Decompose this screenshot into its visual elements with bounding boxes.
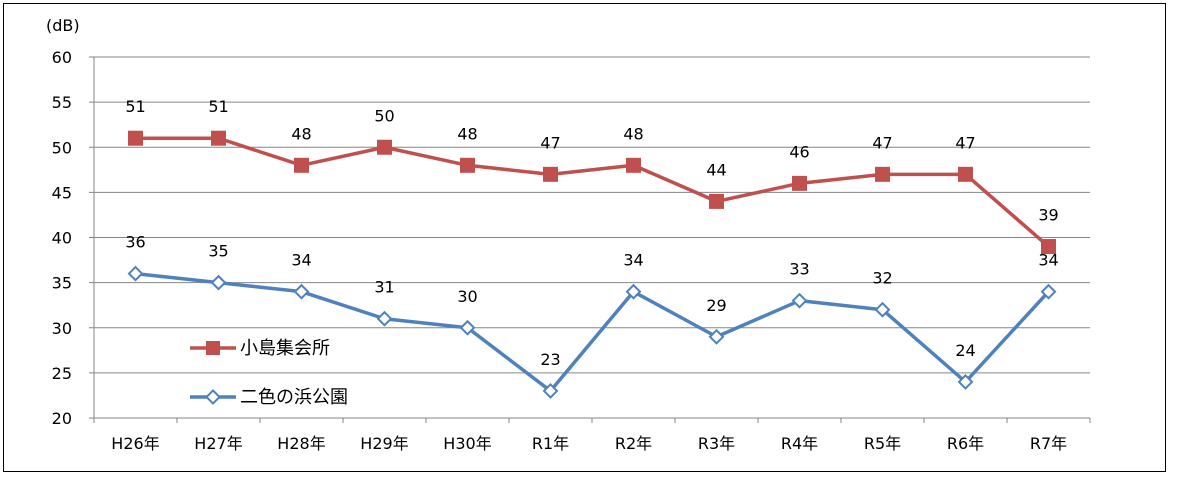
series-1: 51 51 48 50 48 47 48 44 46 47 47 39: [125, 97, 1059, 255]
y-tick-label: 20: [52, 409, 72, 428]
data-point: [625, 283, 642, 300]
data-point: [294, 157, 309, 173]
y-tick-label: 45: [52, 183, 72, 202]
data-label: 36: [125, 233, 145, 252]
x-tick-label: H27年: [194, 434, 242, 453]
x-tick-label: R1年: [532, 434, 569, 453]
series-line: [135, 271, 1050, 393]
data-label: 47: [540, 133, 560, 152]
data-point: [128, 130, 143, 146]
series-group: 51 51 48 50 48 47 48 44 46 47 47 39 36 35 34 31 30 23 34 29…: [125, 97, 1059, 399]
legend-item: 二色の浜公園: [190, 387, 348, 408]
gridlines: [94, 56, 1090, 374]
data-point: [875, 166, 890, 182]
series-line: [135, 136, 1050, 248]
data-label: 50: [374, 106, 394, 125]
data-label: 44: [706, 160, 726, 179]
legend-marker: [206, 341, 220, 355]
y-tick-label: 50: [52, 138, 72, 157]
legend-label: 二色の浜公園: [240, 387, 348, 408]
x-tick-labels: H26年 H27年 H28年 H29年 H30年 R1年 R2年 R3年 R4年 R5年 R6年 R7…: [111, 434, 1067, 453]
data-point: [460, 157, 475, 173]
x-tick-label: H30年: [443, 434, 491, 453]
data-point: [874, 301, 891, 318]
x-tick-label: R7年: [1030, 434, 1067, 453]
data-point: [542, 383, 559, 399]
y-tick-label: 60: [52, 48, 72, 67]
data-label: 47: [872, 133, 892, 152]
data-label: 51: [208, 97, 228, 116]
x-tick-label: R4年: [781, 434, 818, 453]
x-tick-label: H26年: [111, 434, 159, 453]
data-point: [709, 193, 724, 209]
data-point: [127, 265, 144, 282]
x-tick-label: R2年: [615, 434, 652, 453]
data-point: [792, 175, 807, 191]
x-tick-label: R3年: [698, 434, 735, 453]
x-tick-label: H28年: [277, 434, 325, 453]
y-tick-labels: 20 25 30 35 40 45 50 55 60: [52, 48, 72, 428]
data-point: [708, 328, 725, 345]
data-label: 51: [125, 97, 145, 116]
data-point: [957, 373, 974, 390]
data-point: [626, 157, 641, 173]
y-tick-label: 40: [52, 229, 72, 248]
data-point: [459, 319, 476, 336]
data-label: 29: [706, 296, 726, 315]
data-label: 31: [374, 278, 394, 297]
data-label: 32: [872, 269, 892, 288]
data-label: 23: [540, 350, 560, 369]
x-tick-label: R5年: [864, 434, 901, 453]
data-label: 34: [623, 251, 643, 270]
data-point: [1041, 239, 1056, 255]
y-axis-label: (dB): [46, 16, 80, 35]
y-tick-label: 25: [52, 364, 72, 383]
data-point: [958, 166, 973, 182]
legend-item: 小島集会所: [190, 338, 330, 359]
data-label: 35: [208, 242, 228, 261]
y-tick-label: 30: [52, 319, 72, 338]
data-label: 34: [1038, 251, 1058, 270]
data-point: [376, 310, 393, 327]
data-point: [377, 139, 392, 155]
data-label: 48: [457, 124, 477, 143]
data-label: 34: [291, 251, 311, 270]
data-label: 33: [789, 260, 809, 279]
legend-label: 小島集会所: [240, 338, 330, 359]
x-tick-label: R6年: [947, 434, 984, 453]
data-label: 30: [457, 287, 477, 306]
data-point: [543, 166, 558, 182]
data-point: [1040, 283, 1057, 300]
data-label: 47: [955, 133, 975, 152]
data-point: [210, 274, 227, 291]
x-tick-label: H29年: [360, 434, 408, 453]
data-label: 46: [789, 142, 809, 161]
data-point: [791, 292, 808, 309]
data-point: [211, 130, 226, 146]
axes: [89, 56, 1091, 423]
data-label: 48: [623, 124, 643, 143]
legend-marker: [205, 389, 221, 405]
y-tick-label: 35: [52, 274, 72, 293]
data-label: 24: [955, 341, 975, 360]
data-point: [293, 283, 310, 300]
data-label: 48: [291, 124, 311, 143]
y-tick-label: 55: [52, 93, 72, 112]
data-label: 39: [1038, 206, 1058, 225]
series-2: 36 35 34 31 30 23 34 29 33 32 24 34: [125, 233, 1059, 399]
